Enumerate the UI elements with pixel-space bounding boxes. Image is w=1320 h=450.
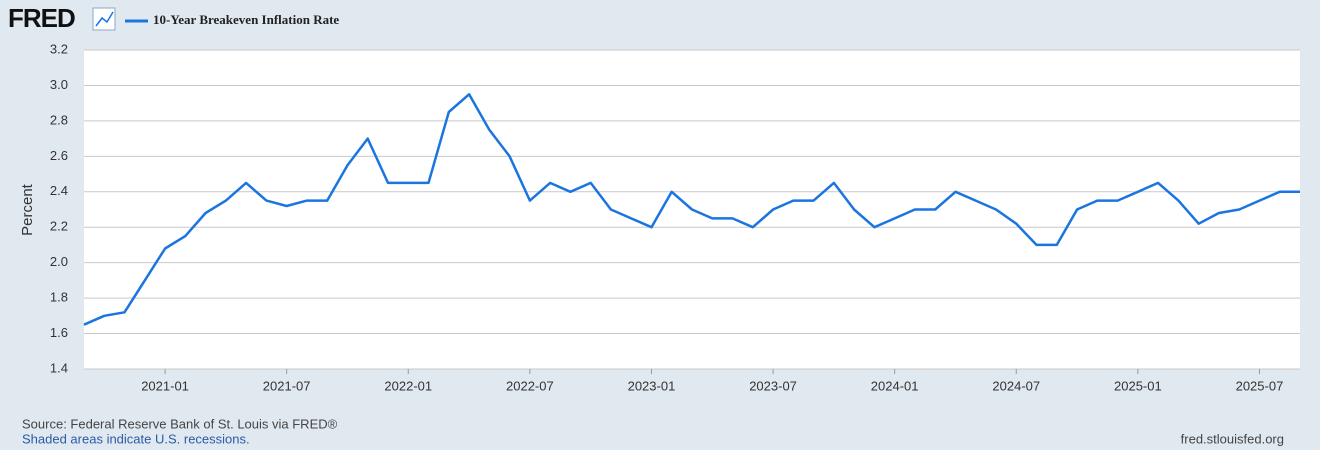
- y-tick-label: 2.6: [50, 148, 68, 163]
- y-tick-label: 3.0: [50, 77, 68, 92]
- logo-icon: [92, 7, 116, 31]
- x-tick-label: 2025-01: [1114, 378, 1162, 393]
- x-tick-label: 2024-01: [871, 378, 919, 393]
- x-tick-label: 2021-07: [263, 378, 311, 393]
- y-tick-label: 2.0: [50, 254, 68, 269]
- legend-label: 10-Year Breakeven Inflation Rate: [153, 12, 339, 27]
- x-tick-label: 2022-01: [384, 378, 432, 393]
- y-axis-label: Percent: [19, 183, 36, 236]
- logo: FRED: [8, 3, 75, 33]
- x-tick-label: 2025-07: [1236, 378, 1284, 393]
- note: Shaded areas indicate U.S. recessions.: [22, 431, 250, 446]
- source: Source: Federal Reserve Bank of St. Loui…: [22, 416, 338, 431]
- x-tick-label: 2023-01: [628, 378, 676, 393]
- x-tick-label: 2024-07: [992, 378, 1040, 393]
- y-tick-label: 3.2: [50, 41, 68, 56]
- y-tick-label: 2.2: [50, 219, 68, 234]
- x-tick-label: 2021-01: [141, 378, 189, 393]
- series-line: [83, 93, 1300, 326]
- x-tick-label: 2023-07: [749, 378, 797, 393]
- site: fred.stlouisfed.org: [1181, 431, 1284, 446]
- y-tick-label: 1.6: [50, 325, 68, 340]
- y-tick-label: 1.8: [50, 290, 68, 305]
- y-tick-label: 2.8: [50, 112, 68, 127]
- y-tick-label: 2.4: [50, 183, 68, 198]
- x-tick-label: 2022-07: [506, 378, 554, 393]
- y-tick-label: 1.4: [50, 360, 68, 375]
